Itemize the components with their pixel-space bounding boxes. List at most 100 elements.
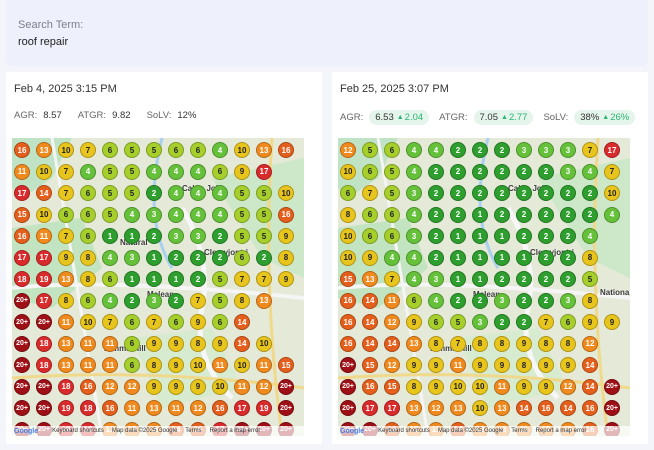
- rank-pin[interactable]: 4: [190, 206, 206, 223]
- rank-pin[interactable]: 17: [256, 163, 272, 180]
- rank-pin[interactable]: 16: [102, 400, 118, 416]
- rank-pin[interactable]: 8: [560, 335, 576, 352]
- rank-pin[interactable]: 2: [472, 163, 488, 180]
- rank-pin[interactable]: 16: [278, 142, 294, 158]
- rank-pin[interactable]: 6: [362, 206, 378, 223]
- rank-pin[interactable]: 7: [58, 228, 74, 244]
- rank-grid-map[interactable]: Cabin John Clemyjontri Mclean Dimmit Hil…: [338, 138, 630, 436]
- rank-pin[interactable]: 8: [278, 249, 294, 266]
- rank-pin[interactable]: 2: [428, 185, 444, 201]
- rank-pin[interactable]: 6: [234, 249, 250, 266]
- rank-pin[interactable]: 3: [190, 228, 206, 244]
- rank-grid-map[interactable]: Cabin John Clemyjontri Mclean Dimmit Hil…: [12, 138, 304, 436]
- rank-pin[interactable]: 7: [384, 271, 400, 287]
- rank-pin[interactable]: 8: [234, 292, 250, 309]
- rank-pin[interactable]: 1: [450, 228, 466, 244]
- rank-pin[interactable]: 2: [472, 185, 488, 201]
- rank-pin[interactable]: 1: [494, 249, 510, 266]
- rank-pin[interactable]: 2: [538, 292, 554, 309]
- rank-pin[interactable]: 2: [560, 271, 576, 287]
- rank-pin[interactable]: 9: [472, 357, 488, 373]
- rank-pin[interactable]: 3: [406, 185, 422, 201]
- rank-pin[interactable]: 3: [406, 228, 422, 244]
- rank-pin[interactable]: 2: [538, 249, 554, 266]
- rank-pin[interactable]: 9: [494, 357, 510, 373]
- rank-pin[interactable]: 2: [428, 163, 444, 180]
- rank-pin[interactable]: 4: [604, 206, 620, 223]
- keyboard-shortcuts-link[interactable]: Keyboard shortcuts: [378, 428, 430, 434]
- rank-pin[interactable]: 2: [428, 249, 444, 266]
- rank-pin[interactable]: 16: [212, 400, 228, 416]
- rank-pin[interactable]: 20+: [14, 314, 30, 330]
- rank-pin[interactable]: 5: [124, 185, 140, 201]
- rank-pin[interactable]: 8: [190, 335, 206, 352]
- rank-pin[interactable]: 1: [124, 271, 140, 287]
- rank-pin[interactable]: 2: [256, 249, 272, 266]
- rank-pin[interactable]: 6: [80, 185, 96, 201]
- rank-pin[interactable]: 2: [516, 314, 532, 330]
- rank-pin[interactable]: 9: [278, 271, 294, 287]
- rank-pin[interactable]: 12: [340, 142, 356, 158]
- rank-pin[interactable]: 18: [58, 378, 74, 395]
- rank-pin[interactable]: 10: [604, 185, 620, 201]
- rank-pin[interactable]: 10: [256, 335, 272, 352]
- rank-pin[interactable]: 6: [212, 314, 228, 330]
- rank-pin[interactable]: 1: [146, 249, 162, 266]
- rank-pin[interactable]: 2: [190, 271, 206, 287]
- rank-pin[interactable]: 5: [256, 206, 272, 223]
- rank-pin[interactable]: 13: [58, 271, 74, 287]
- rank-pin[interactable]: 6: [80, 292, 96, 309]
- rank-pin[interactable]: 3: [538, 142, 554, 158]
- rank-pin[interactable]: 4: [428, 142, 444, 158]
- rank-pin[interactable]: 4: [406, 163, 422, 180]
- rank-pin[interactable]: 4: [168, 163, 184, 180]
- rank-pin[interactable]: 2: [168, 292, 184, 309]
- rank-pin[interactable]: 6: [560, 314, 576, 330]
- rank-pin[interactable]: 7: [190, 292, 206, 309]
- rank-pin[interactable]: 7: [538, 314, 554, 330]
- rank-pin[interactable]: 17: [384, 400, 400, 416]
- rank-pin[interactable]: 1: [146, 271, 162, 287]
- rank-pin[interactable]: 5: [362, 142, 378, 158]
- rank-pin[interactable]: 1: [450, 271, 466, 287]
- rank-pin[interactable]: 16: [582, 400, 598, 416]
- rank-pin[interactable]: 1: [472, 249, 488, 266]
- rank-pin[interactable]: 3: [428, 271, 444, 287]
- rank-pin[interactable]: 11: [36, 228, 52, 244]
- rank-pin[interactable]: 11: [450, 357, 466, 373]
- rank-pin[interactable]: 5: [450, 314, 466, 330]
- rank-pin[interactable]: 13: [362, 271, 378, 287]
- rank-pin[interactable]: 8: [494, 335, 510, 352]
- rank-pin[interactable]: 10: [234, 357, 250, 373]
- rank-pin[interactable]: 8: [538, 335, 554, 352]
- report-map-error-link[interactable]: Report a map error: [535, 428, 587, 434]
- rank-pin[interactable]: 17: [14, 249, 30, 266]
- rank-pin[interactable]: 4: [168, 185, 184, 201]
- rank-pin[interactable]: 15: [340, 271, 356, 287]
- rank-pin[interactable]: 6: [168, 314, 184, 330]
- rank-pin[interactable]: 6: [384, 206, 400, 223]
- rank-pin[interactable]: 9: [146, 335, 162, 352]
- rank-pin[interactable]: 9: [168, 357, 184, 373]
- rank-pin[interactable]: 12: [384, 357, 400, 373]
- rank-pin[interactable]: 16: [340, 292, 356, 309]
- rank-pin[interactable]: 2: [494, 185, 510, 201]
- rank-pin[interactable]: 12: [582, 335, 598, 352]
- rank-pin[interactable]: 2: [494, 271, 510, 287]
- rank-pin[interactable]: 11: [58, 314, 74, 330]
- rank-pin[interactable]: 5: [256, 185, 272, 201]
- rank-pin[interactable]: 20+: [14, 357, 30, 373]
- rank-pin[interactable]: 13: [146, 400, 162, 416]
- rank-pin[interactable]: 20+: [14, 400, 30, 416]
- rank-pin[interactable]: 17: [604, 142, 620, 158]
- rank-pin[interactable]: 1: [450, 249, 466, 266]
- rank-pin[interactable]: 11: [102, 357, 118, 373]
- rank-pin[interactable]: 9: [58, 249, 74, 266]
- rank-pin[interactable]: 6: [58, 206, 74, 223]
- rank-pin[interactable]: 3: [494, 292, 510, 309]
- rank-pin[interactable]: 10: [450, 378, 466, 395]
- rank-pin[interactable]: 4: [102, 249, 118, 266]
- rank-pin[interactable]: 12: [428, 400, 444, 416]
- rank-pin[interactable]: 2: [146, 228, 162, 244]
- rank-pin[interactable]: 2: [516, 163, 532, 180]
